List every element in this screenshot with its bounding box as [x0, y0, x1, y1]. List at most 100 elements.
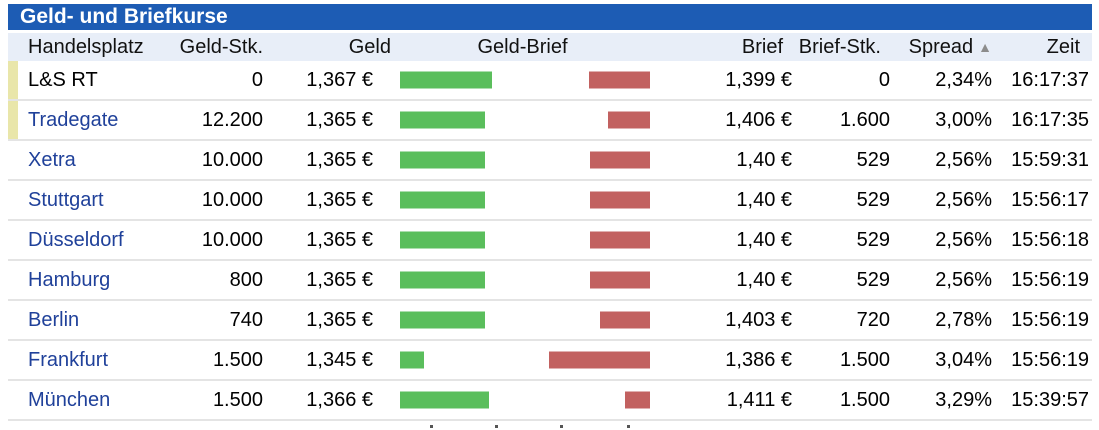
marker-cell	[8, 180, 18, 221]
geld-stk-cell: 740	[158, 300, 266, 341]
venue-cell: Frankfurt	[18, 340, 158, 381]
venue-cell: L&S RT	[18, 61, 158, 101]
cutoff-text-tick	[495, 425, 498, 428]
brief-bar	[600, 311, 650, 329]
venue-link[interactable]: Hamburg	[28, 268, 111, 291]
venue-link[interactable]: Tradegate	[28, 108, 119, 131]
col-header-brief[interactable]: Brief	[650, 33, 795, 61]
zeit-cell: 16:17:37	[995, 61, 1092, 101]
brief-bar	[590, 151, 650, 169]
venue-cell: Hamburg	[18, 260, 158, 301]
geld-stk-cell: 12.200	[158, 100, 266, 141]
brief-stk-cell: 1.500	[795, 340, 893, 381]
col-header-spread[interactable]: Spread ▲	[893, 33, 995, 61]
venue-cell: München	[18, 380, 158, 421]
brief-cell: 1,40 €	[650, 140, 795, 181]
geld-brief-cell	[395, 180, 650, 221]
geld-brief-panel: Geld- und Briefkurse Handelsplatz Geld-S…	[8, 4, 1092, 421]
panel-title-bar: Geld- und Briefkurse	[8, 4, 1092, 30]
venue-cell: Berlin	[18, 300, 158, 341]
spread-cell: 3,04%	[893, 340, 995, 381]
geld-stk-cell: 1.500	[158, 340, 266, 381]
col-header-geld[interactable]: Geld	[266, 33, 395, 61]
geld-brief-cell	[395, 61, 650, 101]
table-row: Frankfurt 1.500 1,345 € 1,386 € 1.500 3,…	[8, 340, 1092, 381]
geld-brief-cell	[395, 100, 650, 141]
brief-bar	[549, 351, 650, 369]
brief-bar	[590, 231, 650, 249]
table-row: Berlin 740 1,365 € 1,403 € 720 2,78% 15:…	[8, 300, 1092, 341]
geld-brief-cell	[395, 220, 650, 261]
venue-link[interactable]: Xetra	[28, 148, 76, 171]
sort-asc-icon: ▲	[978, 38, 992, 55]
venue-link[interactable]: Düsseldorf	[28, 228, 124, 251]
brief-stk-cell: 529	[795, 140, 893, 181]
geld-bar	[400, 111, 485, 129]
zeit-cell: 15:56:19	[995, 340, 1092, 381]
venue-label: L&S RT	[28, 68, 98, 91]
brief-stk-cell: 0	[795, 61, 893, 101]
zeit-cell: 15:59:31	[995, 140, 1092, 181]
col-header-marker	[8, 33, 18, 61]
venue-link[interactable]: Berlin	[28, 308, 80, 331]
col-header-zeit[interactable]: Zeit	[995, 33, 1092, 61]
table-row: L&S RT 0 1,367 € 1,399 € 0 2,34% 16:17:3…	[8, 61, 1092, 101]
geld-cell: 1,367 €	[266, 61, 395, 101]
venue-cell: Tradegate	[18, 100, 158, 141]
row-marker	[8, 221, 18, 258]
zeit-cell: 15:56:18	[995, 220, 1092, 261]
brief-stk-cell: 1.600	[795, 100, 893, 141]
geld-bar	[400, 271, 485, 289]
col-header-geld-brief[interactable]: Geld-Brief	[395, 33, 650, 61]
spread-cell: 2,56%	[893, 220, 995, 261]
brief-cell: 1,403 €	[650, 300, 795, 341]
table-row: München 1.500 1,366 € 1,411 € 1.500 3,29…	[8, 380, 1092, 421]
geld-cell: 1,365 €	[266, 180, 395, 221]
col-header-geld-stk[interactable]: Geld-Stk.	[158, 33, 266, 61]
geld-cell: 1,365 €	[266, 220, 395, 261]
brief-bar	[608, 111, 650, 129]
zeit-cell: 15:56:19	[995, 300, 1092, 341]
zeit-cell: 15:56:17	[995, 180, 1092, 221]
geld-stk-cell: 10.000	[158, 220, 266, 261]
venue-link[interactable]: München	[28, 388, 111, 411]
geld-brief-cell	[395, 260, 650, 301]
geld-bar	[400, 351, 424, 369]
geld-stk-cell: 10.000	[158, 180, 266, 221]
col-header-handelsplatz[interactable]: Handelsplatz	[18, 33, 158, 61]
venue-cell: Xetra	[18, 140, 158, 181]
row-marker	[8, 341, 18, 378]
table-row: Tradegate 12.200 1,365 € 1,406 € 1.600 3…	[8, 100, 1092, 141]
brief-bar	[625, 391, 650, 409]
cutoff-text-tick	[560, 425, 563, 428]
geld-cell: 1,365 €	[266, 100, 395, 141]
brief-cell: 1,406 €	[650, 100, 795, 141]
geld-bar	[400, 191, 485, 209]
spread-cell: 2,56%	[893, 260, 995, 301]
marker-cell	[8, 100, 18, 141]
table-row: Xetra 10.000 1,365 € 1,40 € 529 2,56% 15…	[8, 140, 1092, 181]
geld-stk-cell: 800	[158, 260, 266, 301]
brief-cell: 1,411 €	[650, 380, 795, 421]
geld-bar	[400, 391, 489, 409]
geld-brief-cell	[395, 140, 650, 181]
geld-brief-cell	[395, 300, 650, 341]
brief-cell: 1,40 €	[650, 220, 795, 261]
marker-cell	[8, 300, 18, 341]
spread-cell: 2,56%	[893, 140, 995, 181]
row-marker	[8, 181, 18, 218]
brief-stk-cell: 529	[795, 220, 893, 261]
marker-cell	[8, 380, 18, 421]
venue-link[interactable]: Frankfurt	[28, 348, 109, 371]
venue-link[interactable]: Stuttgart	[28, 188, 104, 211]
geld-bar	[400, 311, 485, 329]
geld-cell: 1,365 €	[266, 300, 395, 341]
row-marker	[8, 301, 18, 338]
marker-cell	[8, 61, 18, 101]
spread-cell: 2,34%	[893, 61, 995, 101]
geld-cell: 1,365 €	[266, 140, 395, 181]
marker-cell	[8, 140, 18, 181]
spread-cell: 2,56%	[893, 180, 995, 221]
geld-cell: 1,365 €	[266, 260, 395, 301]
col-header-brief-stk[interactable]: Brief-Stk.	[795, 33, 893, 61]
